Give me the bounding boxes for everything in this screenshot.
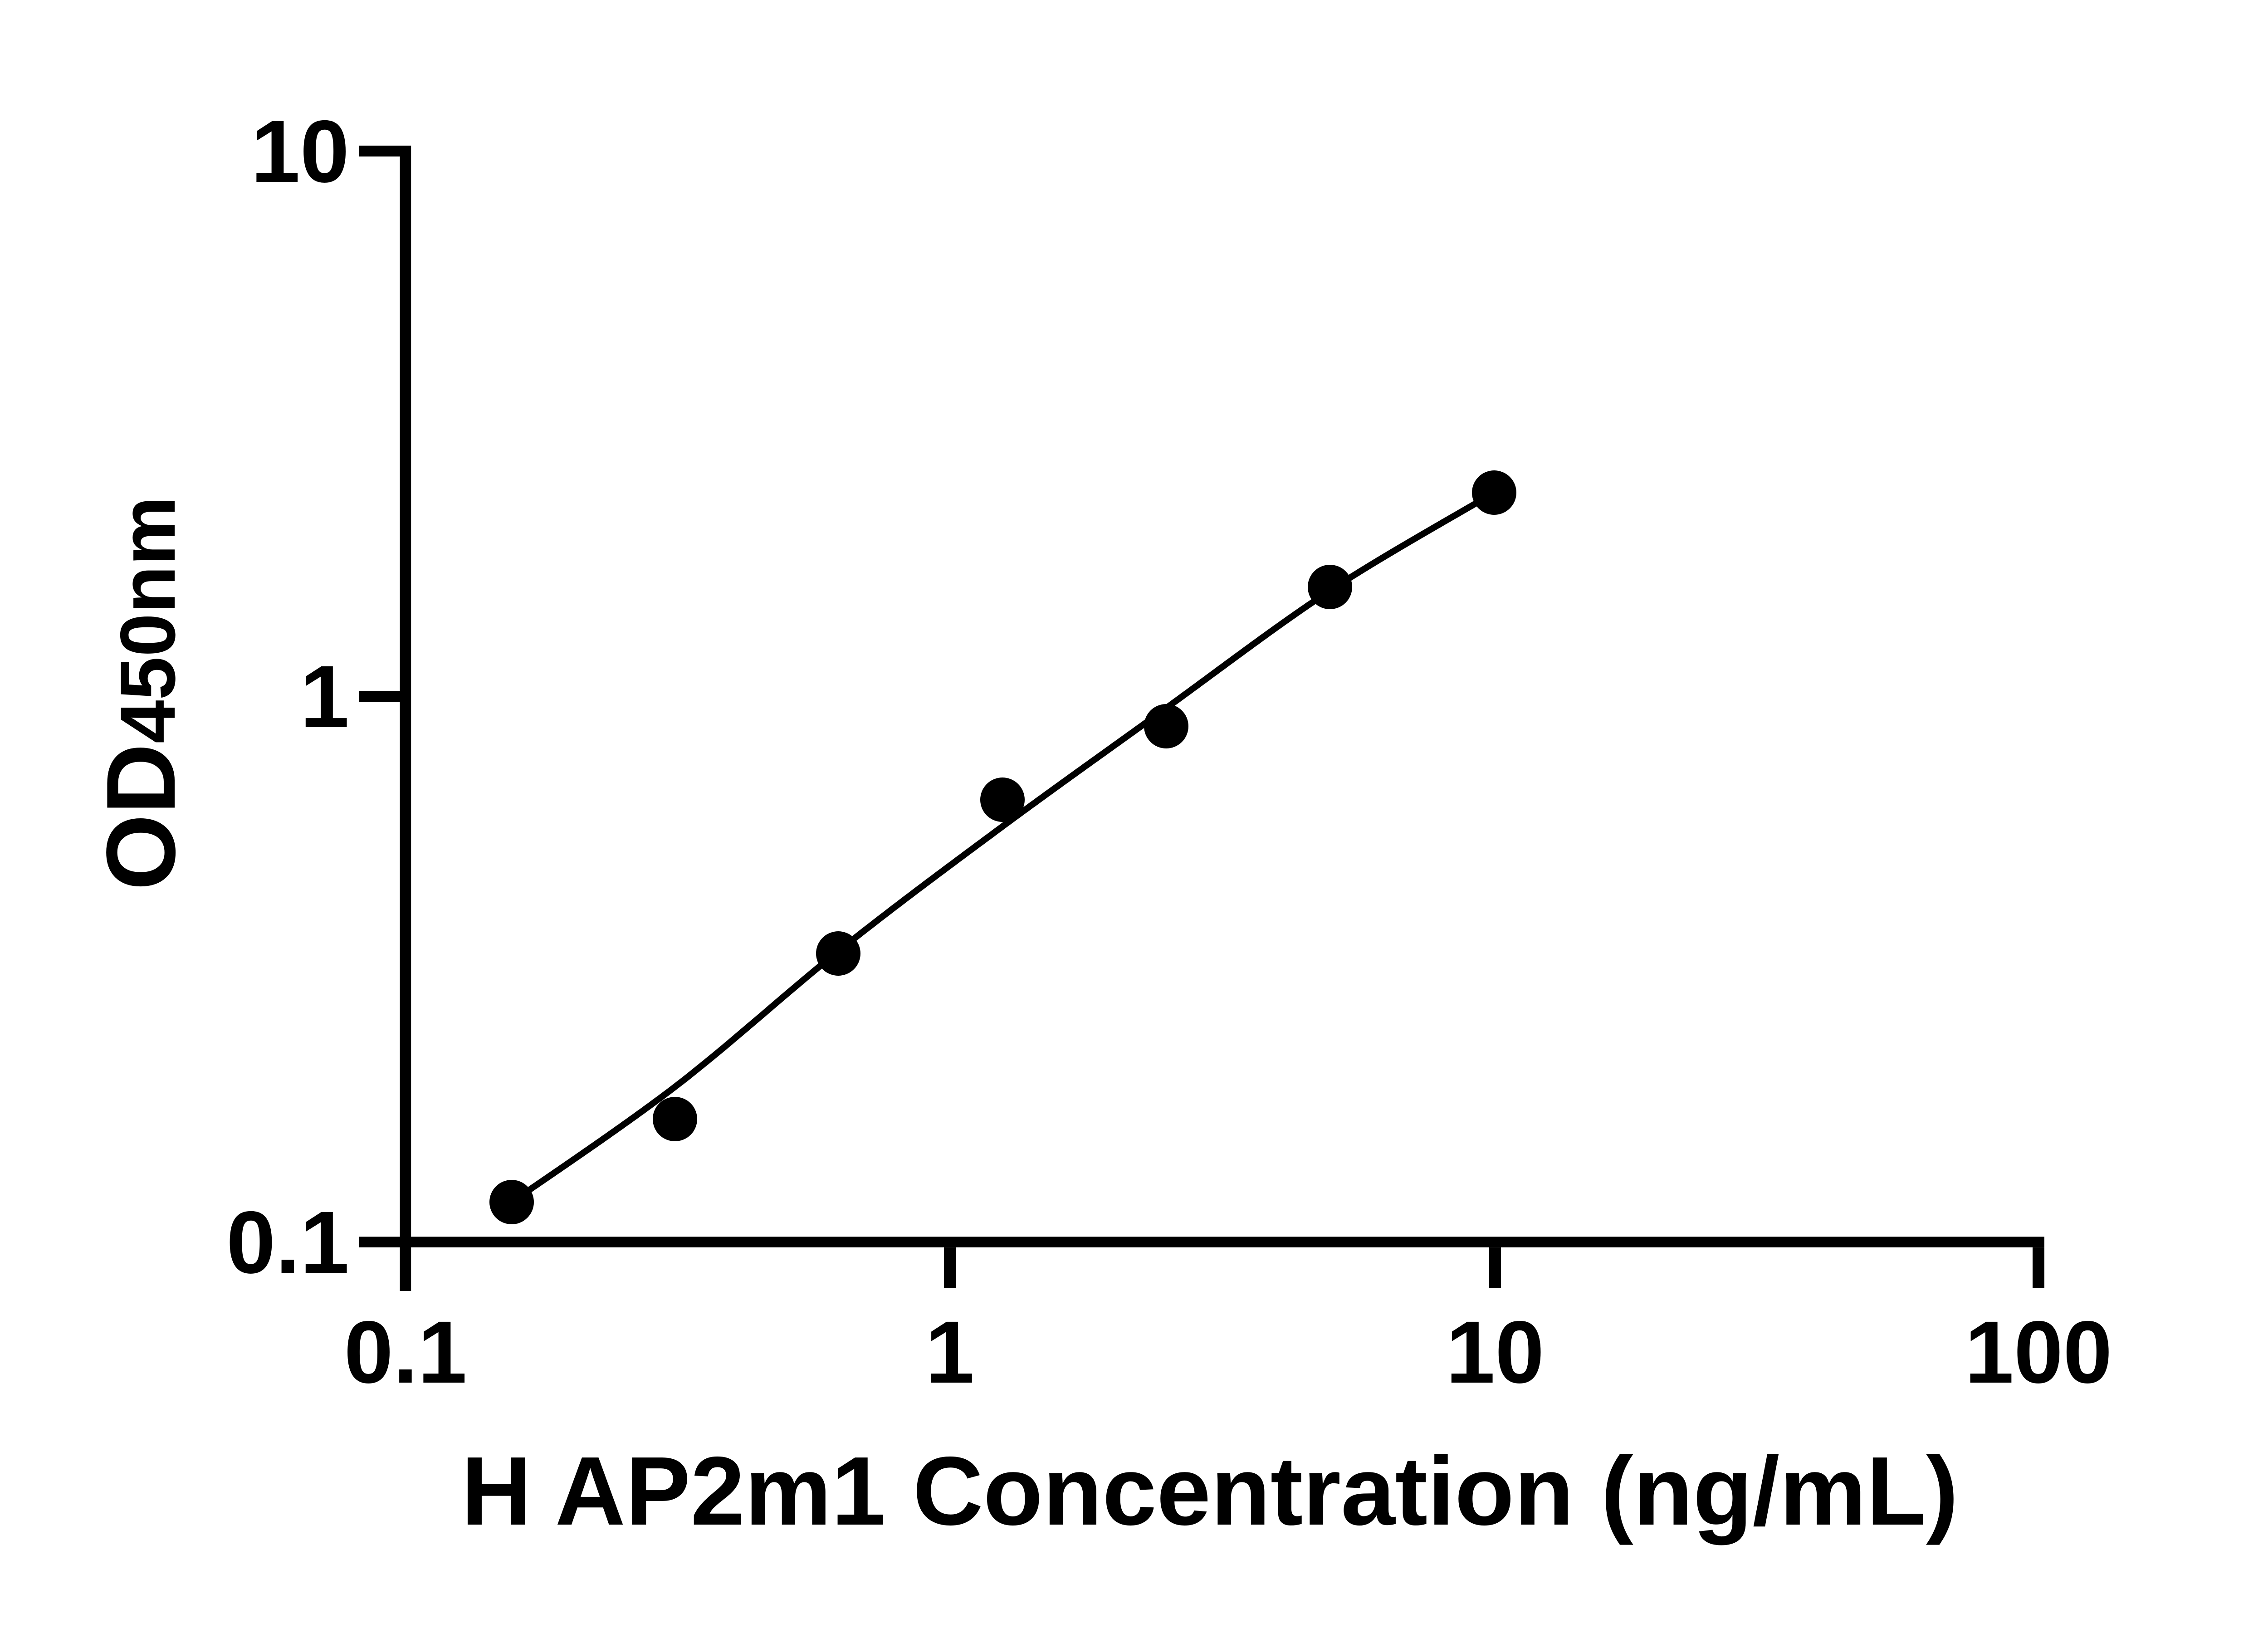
svg-text:H AP2m1 Concentration (ng/mL): H AP2m1 Concentration (ng/mL): [461, 1436, 1959, 1545]
svg-text:1: 1: [300, 647, 349, 746]
svg-text:0.1: 0.1: [226, 1193, 349, 1292]
svg-text:10: 10: [251, 102, 349, 201]
svg-text:1: 1: [925, 1303, 974, 1402]
svg-text:OD450nm: OD450nm: [86, 496, 196, 890]
svg-text:100: 100: [1965, 1303, 2112, 1402]
svg-text:10: 10: [1446, 1303, 1545, 1402]
svg-text:0.1: 0.1: [344, 1303, 467, 1402]
